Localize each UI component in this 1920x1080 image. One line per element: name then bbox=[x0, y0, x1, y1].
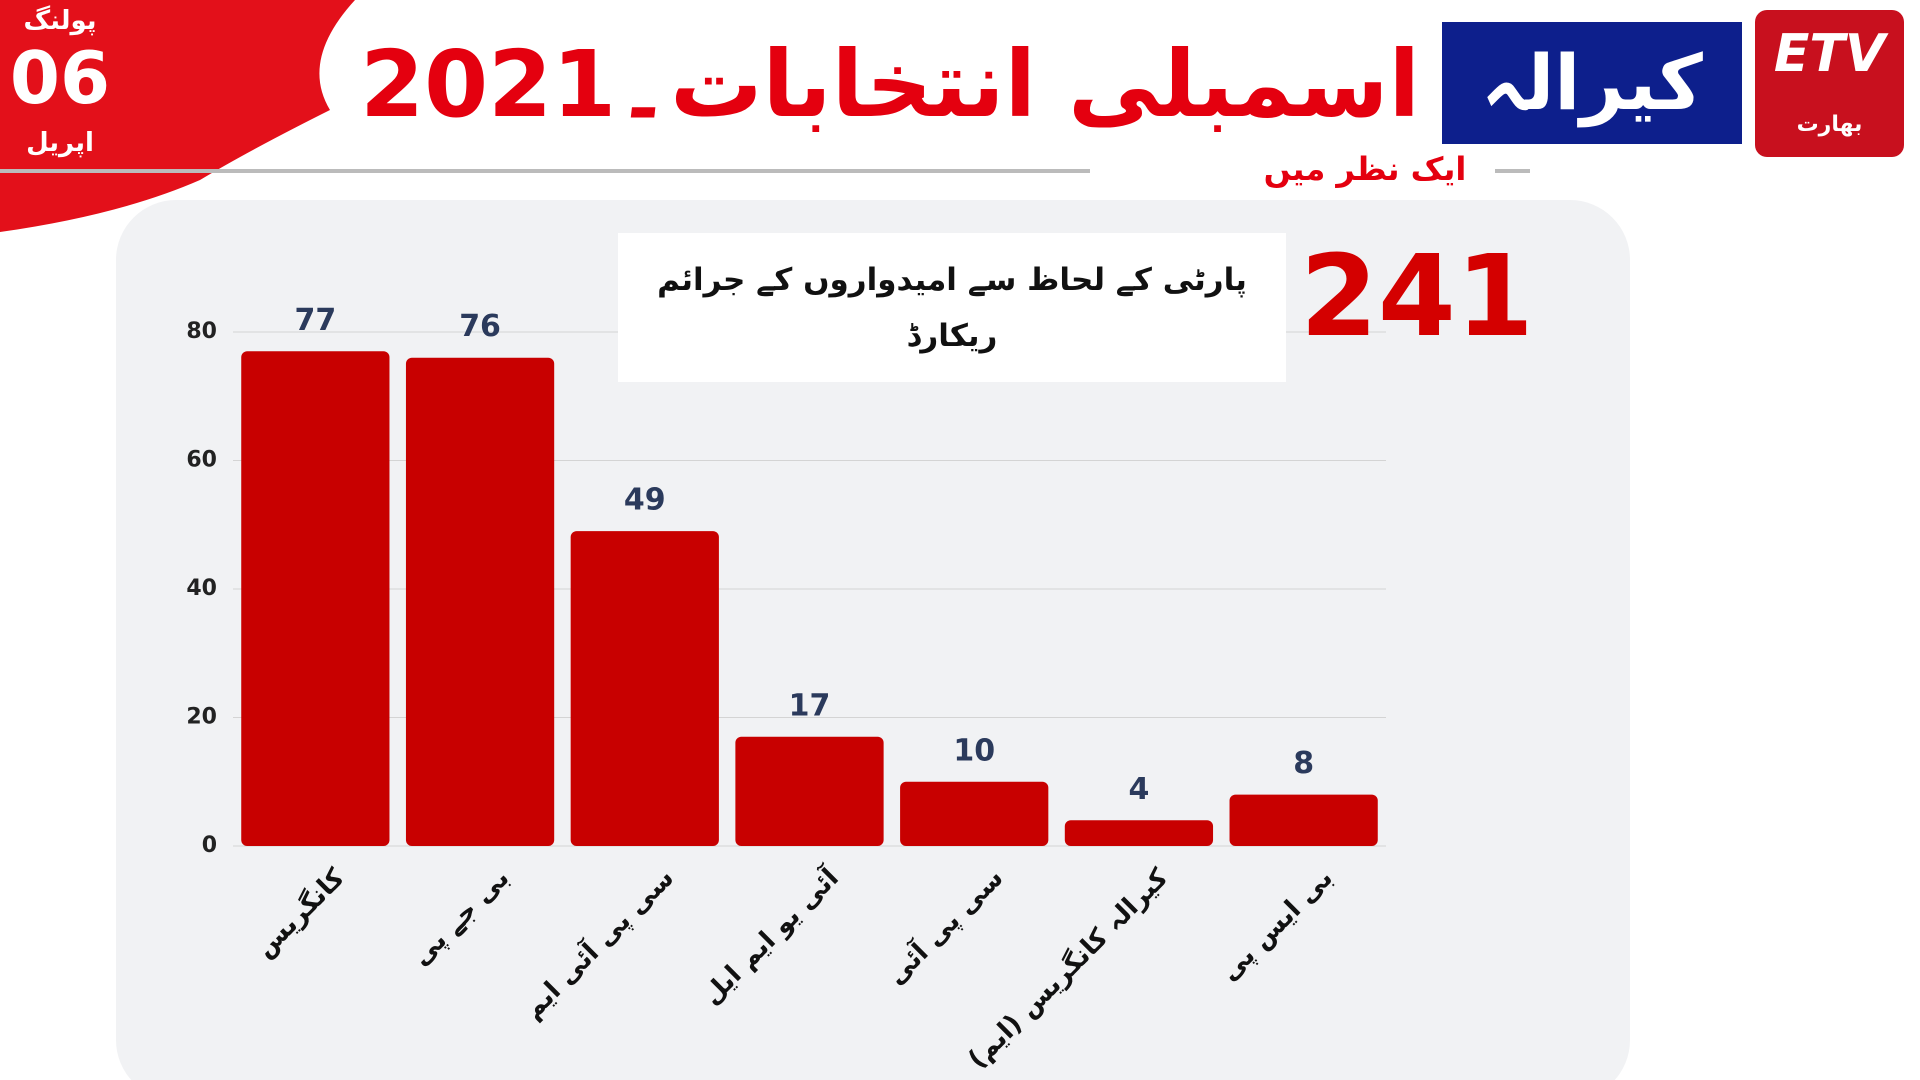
logo-text: بھارت bbox=[1796, 112, 1863, 137]
value-label: 77 bbox=[294, 303, 336, 338]
total: 241 bbox=[1300, 232, 1534, 362]
subtitle: ایک نظر میں bbox=[1263, 150, 1467, 188]
logo-mark: ETV bbox=[1773, 24, 1886, 84]
value-label: 76 bbox=[459, 309, 501, 344]
logo: ETV بھارت bbox=[1755, 10, 1904, 157]
state-box: کیرالہ bbox=[1442, 22, 1742, 144]
polling-month: اپریل bbox=[26, 128, 94, 158]
value-label: 49 bbox=[624, 483, 666, 518]
polling-label: پولنگ bbox=[23, 6, 97, 36]
main-title: اسمبلی انتخابات۔2021 bbox=[360, 31, 1420, 138]
value-label: 4 bbox=[1128, 772, 1149, 807]
bar bbox=[735, 736, 884, 846]
bar bbox=[1064, 820, 1214, 846]
bar bbox=[241, 351, 390, 846]
value-label: 17 bbox=[789, 688, 831, 723]
y-tick-label: 60 bbox=[186, 448, 217, 473]
y-tick-label: 40 bbox=[186, 576, 217, 601]
value-label: 8 bbox=[1293, 746, 1314, 781]
bar bbox=[1229, 794, 1378, 846]
bar bbox=[570, 531, 719, 846]
bar bbox=[405, 357, 555, 846]
value-label: 10 bbox=[953, 733, 995, 768]
polling-day: 06 bbox=[9, 36, 111, 120]
date-corner bbox=[0, 0, 355, 232]
bar bbox=[900, 781, 1049, 846]
y-tick-label: 0 bbox=[202, 833, 217, 858]
chart-title: پارٹی کے لحاظ سے امیدواروں کے جرائم ریکا… bbox=[618, 233, 1286, 382]
y-tick-label: 80 bbox=[186, 319, 217, 344]
y-tick-label: 20 bbox=[186, 705, 217, 730]
